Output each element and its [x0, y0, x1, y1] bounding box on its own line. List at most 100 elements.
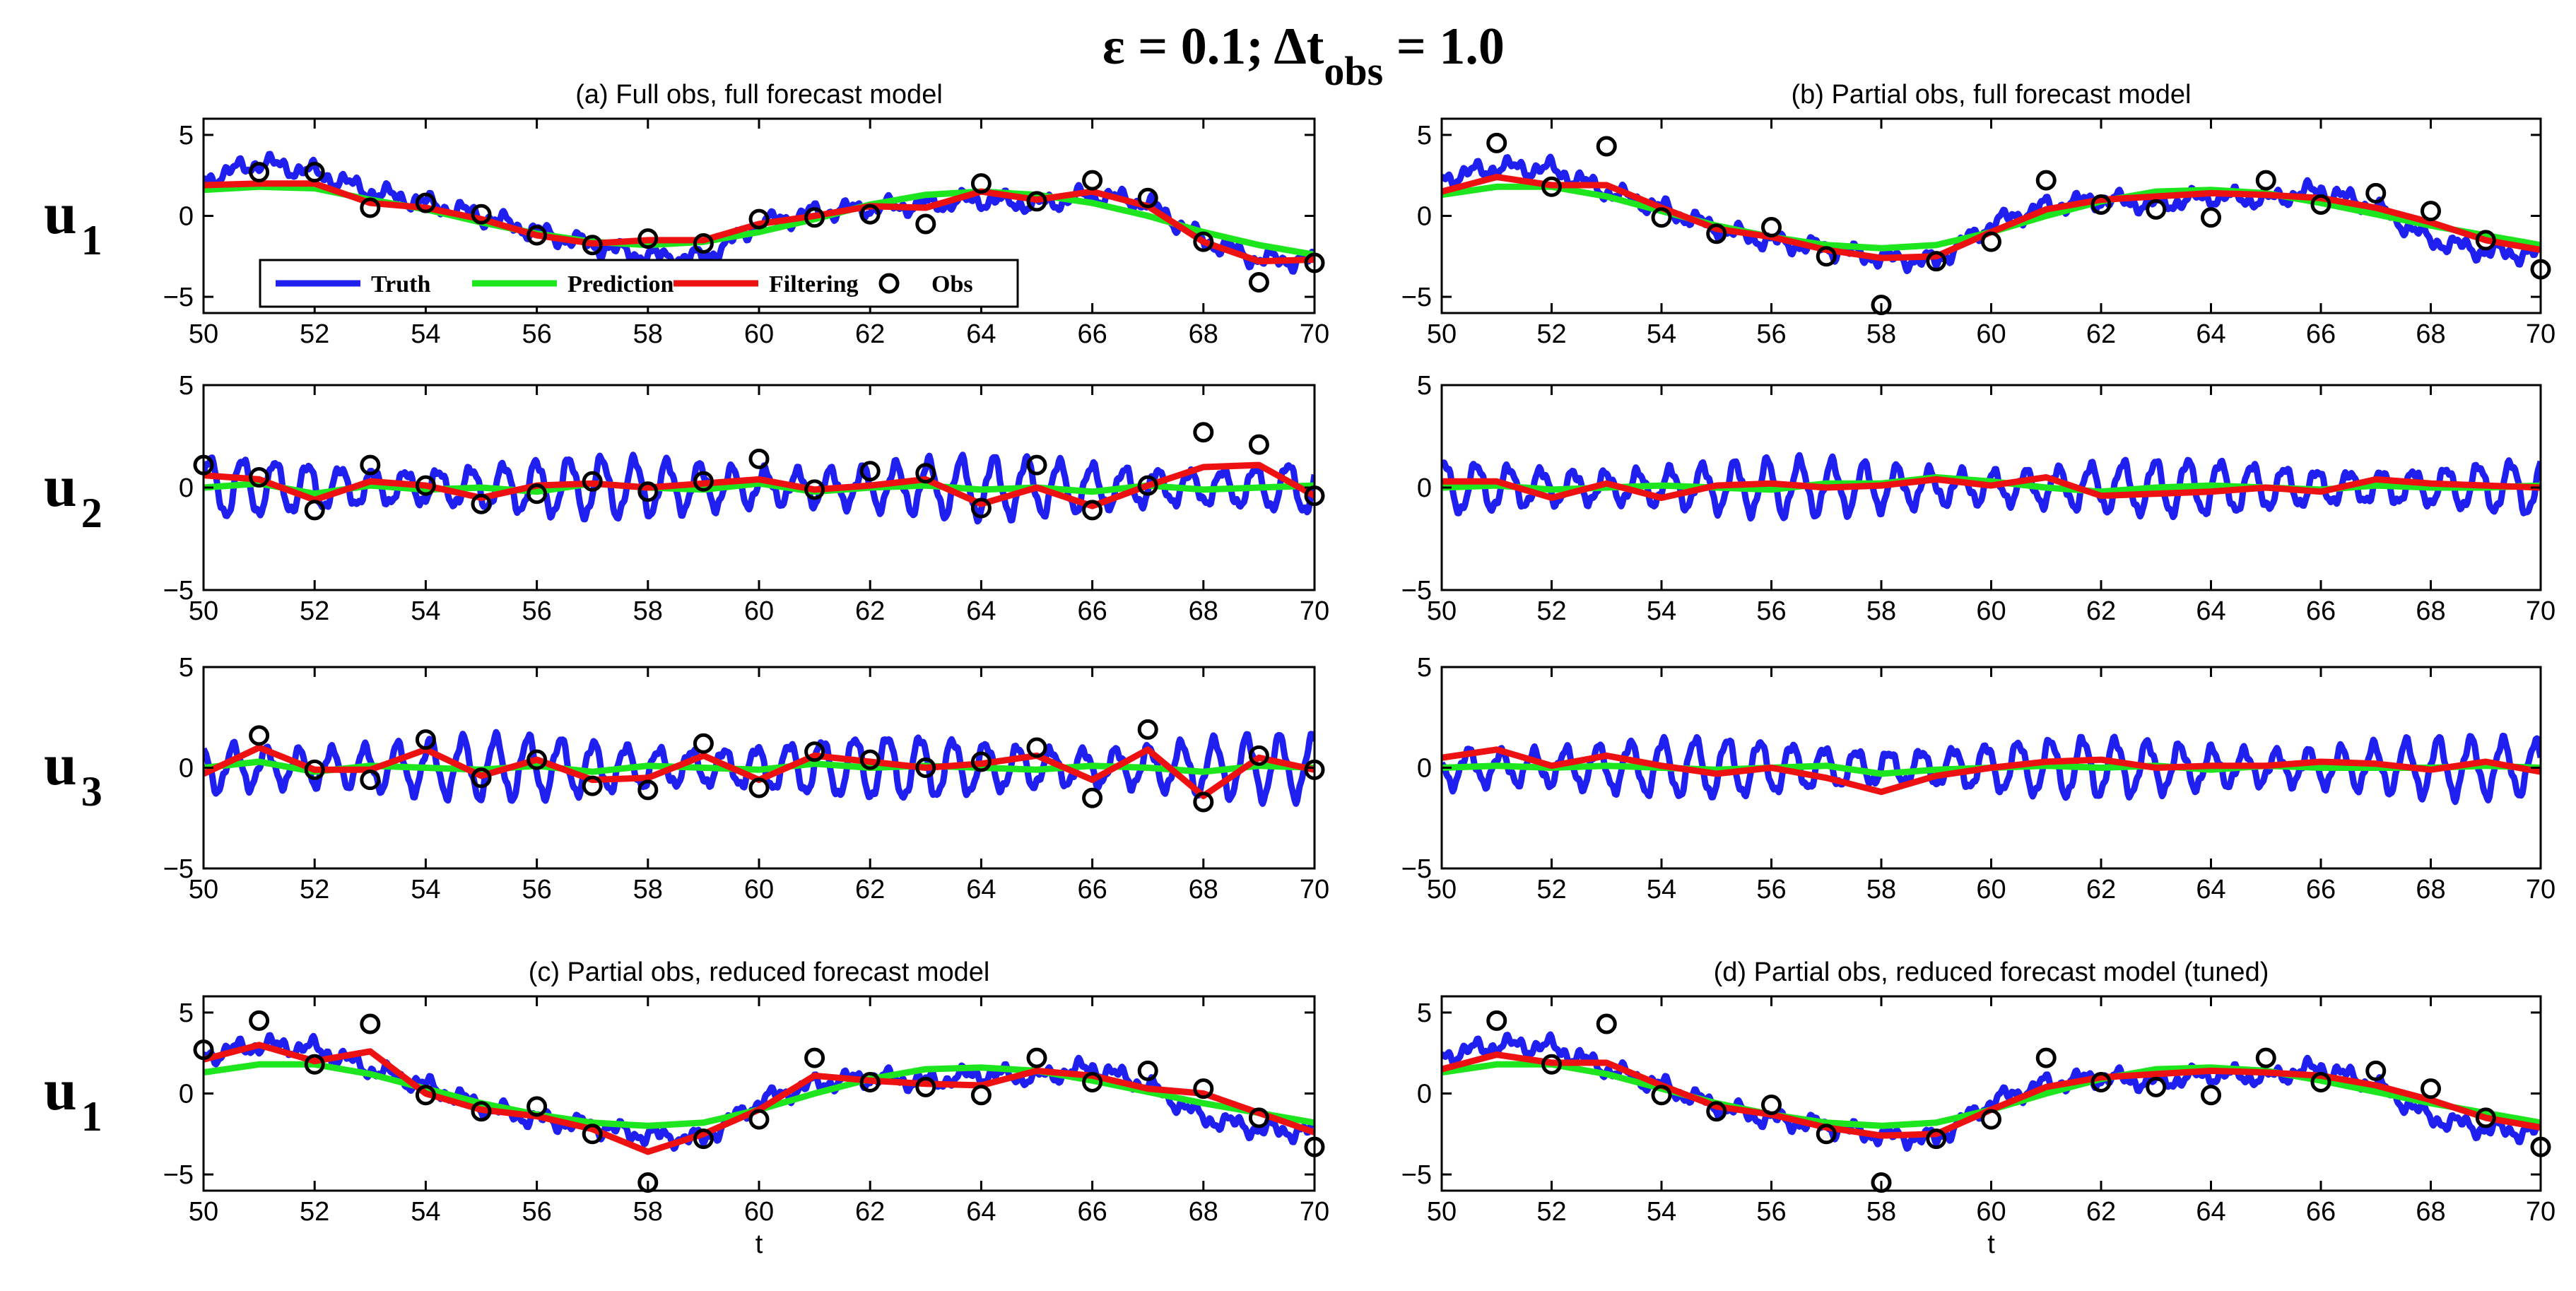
obs-point [2421, 201, 2441, 222]
obs-point [527, 749, 548, 770]
series-filtering [204, 180, 1315, 265]
obs-point [1596, 1013, 1617, 1034]
y-tick-label: −5 [1401, 854, 1432, 884]
obs-point [1082, 787, 1103, 808]
x-tick-label: 60 [744, 596, 774, 626]
obs-point [1926, 251, 1947, 272]
obs-point [1026, 1047, 1047, 1068]
obs-point [360, 197, 381, 218]
y-tick-label: 5 [179, 121, 194, 151]
x-tick-label: 64 [966, 1197, 996, 1227]
x-tick-label: 58 [1866, 596, 1896, 626]
plot-area [1442, 452, 2541, 522]
obs-point [1082, 500, 1103, 521]
series-prediction [204, 1061, 1315, 1129]
x-tick-label: 60 [1976, 596, 2006, 626]
obs-point [527, 483, 548, 505]
x-tick-label: 68 [1189, 875, 1218, 904]
x-tick-label: 56 [522, 596, 551, 626]
x-tick-label: 50 [189, 596, 218, 626]
obs-point [1248, 271, 1269, 293]
suptitle-subscript: obs [1324, 48, 1383, 94]
x-tick-label: 70 [1300, 1197, 1329, 1227]
obs-point [1026, 454, 1047, 476]
legend-label-obs: Obs [931, 271, 973, 297]
suptitle-tail: = 1.0 [1383, 18, 1505, 76]
obs-point [1761, 1095, 1782, 1116]
obs-point [915, 463, 936, 484]
y-tick-label: 0 [1417, 473, 1432, 503]
x-tick-label: 62 [2086, 319, 2116, 349]
panel-d-u1: (d) Partial obs, reduced forecast model … [1401, 957, 2556, 1259]
obs-point [2146, 1076, 2167, 1097]
obs-point [1761, 217, 1782, 238]
obs-point [2146, 199, 2167, 220]
obs-point [249, 725, 270, 746]
obs-point [2255, 170, 2276, 191]
obs-point [1193, 422, 1214, 443]
obs-point [915, 757, 936, 778]
y-tick-label: 0 [179, 202, 194, 232]
obs-point [249, 1010, 270, 1031]
plot-area [204, 729, 1315, 807]
obs-point [2201, 207, 2221, 228]
y-tick-label: −5 [163, 1160, 194, 1190]
y-tick-label: −5 [1401, 1160, 1432, 1190]
x-tick-label: 62 [855, 596, 885, 626]
x-tick-label: 64 [966, 596, 996, 626]
x-tick-label: 52 [1536, 319, 1566, 349]
panel-b-u3: 50 52 54 56 58 60 62 64 66 68 70 −5 0 5 [1401, 653, 2556, 904]
obs-point [582, 235, 603, 256]
x-tick-label: 58 [633, 596, 663, 626]
x-axis-label: t [755, 1230, 763, 1259]
legend: Truth Prediction Filtering Obs [259, 259, 1019, 308]
obs-point [2475, 230, 2496, 251]
x-tick-label: 56 [522, 319, 551, 349]
x-tick-label: 56 [522, 1197, 551, 1227]
x-tick-label: 58 [1866, 319, 1896, 349]
legend-swatch-obs [878, 273, 900, 294]
y-tick-label: 5 [179, 998, 194, 1028]
panel-c-u1: (c) Partial obs, reduced forecast model 5… [163, 957, 1329, 1259]
obs-point [915, 1076, 936, 1097]
x-tick-label: 70 [2526, 1197, 2556, 1227]
panel-title: (a) Full obs, full forecast model [575, 80, 943, 110]
obs-point [1541, 176, 1562, 197]
panel-title: (b) Partial obs, full forecast model [1791, 80, 2191, 110]
x-tick-label: 58 [1866, 875, 1896, 904]
y-tick-label: 0 [1417, 1080, 1432, 1109]
obs-point [1193, 231, 1214, 252]
x-tick-label: 66 [2306, 596, 2336, 626]
x-tick-label: 54 [1647, 875, 1676, 904]
y-tick-label: 0 [1417, 754, 1432, 784]
x-tick-label: 54 [1647, 319, 1676, 349]
x-tick-label: 62 [2086, 596, 2116, 626]
obs-point [1651, 1085, 1672, 1106]
x-tick-label: 52 [300, 319, 329, 349]
series-prediction [204, 480, 1315, 497]
obs-point [471, 767, 492, 789]
x-tick-label: 66 [2306, 319, 2336, 349]
obs-point [360, 770, 381, 791]
series-filtering [1442, 746, 2541, 796]
y-tick-label: 5 [179, 653, 194, 683]
obs-point [1816, 1124, 1837, 1145]
panel-title: (c) Partial obs, reduced forecast model [529, 957, 990, 987]
obs-point [2255, 1047, 2276, 1068]
obs-point [471, 493, 492, 514]
obs-point [2475, 1107, 2496, 1128]
obs-point [1248, 1107, 1269, 1128]
x-tick-label: 70 [1300, 596, 1329, 626]
x-tick-label: 54 [411, 875, 440, 904]
x-tick-label: 54 [411, 319, 440, 349]
x-tick-label: 50 [1427, 596, 1457, 626]
obs-point [304, 759, 325, 780]
legend-box [259, 259, 1019, 308]
obs-point [415, 192, 436, 213]
obs-point [415, 475, 436, 496]
panel-a-u2: 50 52 54 56 58 60 62 64 66 68 70 −5 0 5 [163, 371, 1329, 626]
x-tick-label: 56 [1756, 1197, 1786, 1227]
obs-point [2090, 1071, 2112, 1092]
